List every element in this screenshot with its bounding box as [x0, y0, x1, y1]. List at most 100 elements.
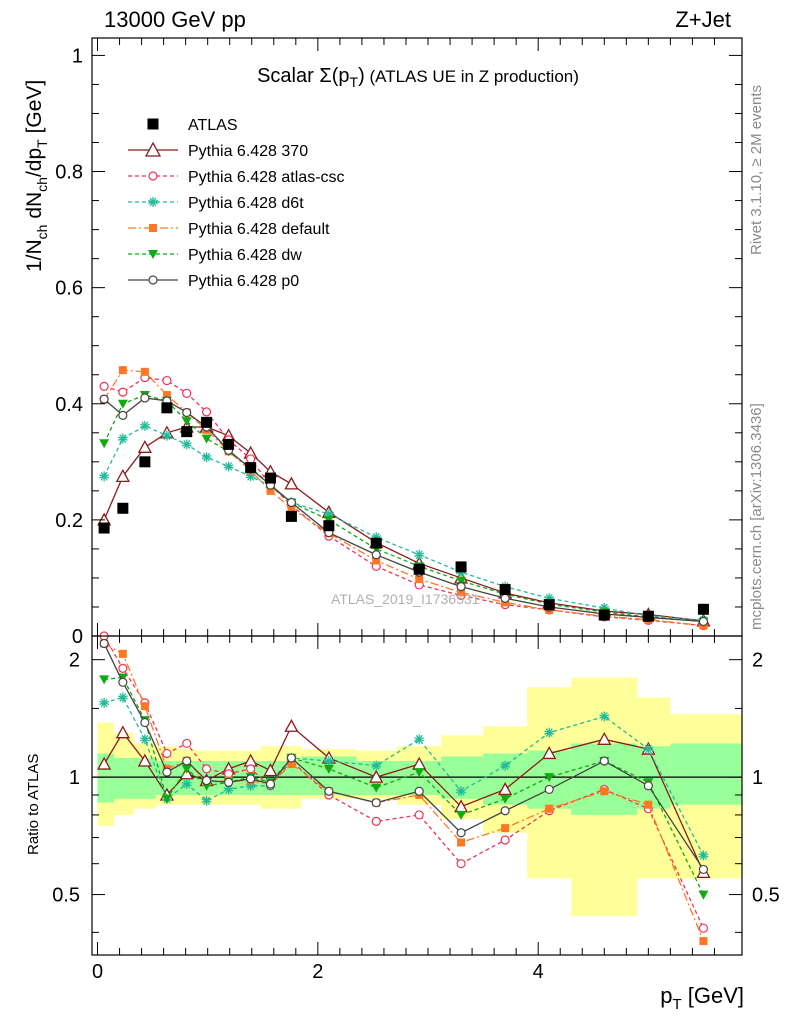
data-point [115, 725, 130, 739]
data-point [161, 430, 172, 441]
star-ray [504, 761, 509, 767]
data-point [223, 438, 235, 450]
star-ray [600, 716, 605, 721]
data-point [599, 756, 609, 766]
star-ray [548, 728, 553, 734]
data-point [149, 224, 157, 232]
data-point [118, 366, 127, 375]
data-point [643, 781, 653, 791]
data-point [117, 502, 129, 514]
data-point [162, 767, 172, 777]
ratio-tick-label: 2 [69, 650, 80, 672]
data-point [99, 439, 110, 449]
star-ray [698, 853, 704, 857]
star-ray [250, 475, 256, 479]
star-ray [418, 550, 423, 556]
data-point [98, 522, 110, 534]
series-line [103, 397, 704, 623]
series-line [103, 394, 704, 623]
ratio-axis-label: Ratio to ATLAS [25, 754, 42, 855]
star-ray [549, 732, 555, 735]
star-ray [117, 436, 124, 440]
data-point [415, 575, 424, 584]
star-ray [186, 779, 191, 785]
data-point [118, 663, 128, 673]
data-point [99, 675, 110, 685]
band-stat [571, 743, 638, 815]
star-ray [103, 698, 108, 704]
star-ray [415, 738, 420, 744]
data-point [500, 593, 510, 603]
data-point [118, 677, 128, 687]
data-point [285, 510, 297, 522]
data-point [323, 755, 334, 766]
data-point [414, 549, 425, 560]
data-point [181, 439, 192, 450]
star-ray [699, 855, 704, 860]
star-ray [376, 765, 382, 768]
x-tick-label: 4 [533, 961, 544, 983]
series-line [103, 369, 704, 627]
data-point [118, 387, 128, 397]
data-point [697, 603, 709, 615]
data-point [371, 550, 381, 560]
star-ray [604, 715, 610, 719]
star-ray [166, 431, 171, 437]
data-point [287, 504, 296, 513]
star-ray [419, 738, 425, 742]
star-ray [144, 421, 149, 427]
side-label-mcplots: mcplots.cern.ch [arXiv:1306.3436] [748, 403, 765, 630]
star-ray [225, 789, 230, 794]
star-ray [371, 535, 377, 538]
data-point [118, 649, 127, 658]
data-point [414, 786, 424, 796]
star-ray [418, 734, 423, 740]
data-point [181, 417, 192, 427]
star-ray [144, 425, 150, 428]
ratio-tick-label: 0.5 [752, 885, 780, 907]
star-ray [183, 783, 188, 789]
star-ray [371, 763, 377, 767]
data-point [323, 520, 335, 532]
data-point [139, 734, 150, 745]
data-point [323, 764, 334, 774]
star-ray [206, 452, 211, 458]
data-point [182, 407, 192, 418]
y-axis-label: 1/Nch dNch/dpT [GeV] [23, 80, 50, 272]
data-point [414, 768, 425, 778]
series-line [103, 376, 704, 627]
star-ray [201, 798, 207, 802]
data-point [413, 563, 425, 575]
data-point [284, 476, 299, 490]
data-point [500, 760, 511, 771]
star-ray [223, 464, 229, 468]
star-ray [500, 763, 506, 767]
data-point [140, 393, 150, 403]
data-point [246, 454, 256, 464]
data-point [161, 794, 172, 804]
data-point [99, 697, 110, 708]
star-ray [152, 197, 157, 203]
data-point [161, 402, 173, 414]
star-ray [99, 474, 105, 477]
star-ray [548, 593, 553, 599]
star-ray [415, 554, 420, 560]
ratio-tick-label: 1 [69, 767, 80, 789]
data-point [287, 760, 296, 769]
data-point [544, 784, 554, 795]
data-point [698, 850, 709, 861]
data-point [139, 420, 150, 431]
star-ray [103, 471, 108, 477]
data-point [99, 471, 110, 482]
star-ray [643, 746, 649, 750]
data-point [246, 764, 256, 774]
ratio-frame [91, 635, 743, 956]
data-point [181, 779, 192, 790]
data-point [99, 381, 109, 391]
star-ray [544, 596, 550, 599]
star-ray [323, 758, 330, 762]
data-point [201, 434, 212, 444]
data-point [545, 804, 554, 813]
data-point [698, 923, 709, 933]
